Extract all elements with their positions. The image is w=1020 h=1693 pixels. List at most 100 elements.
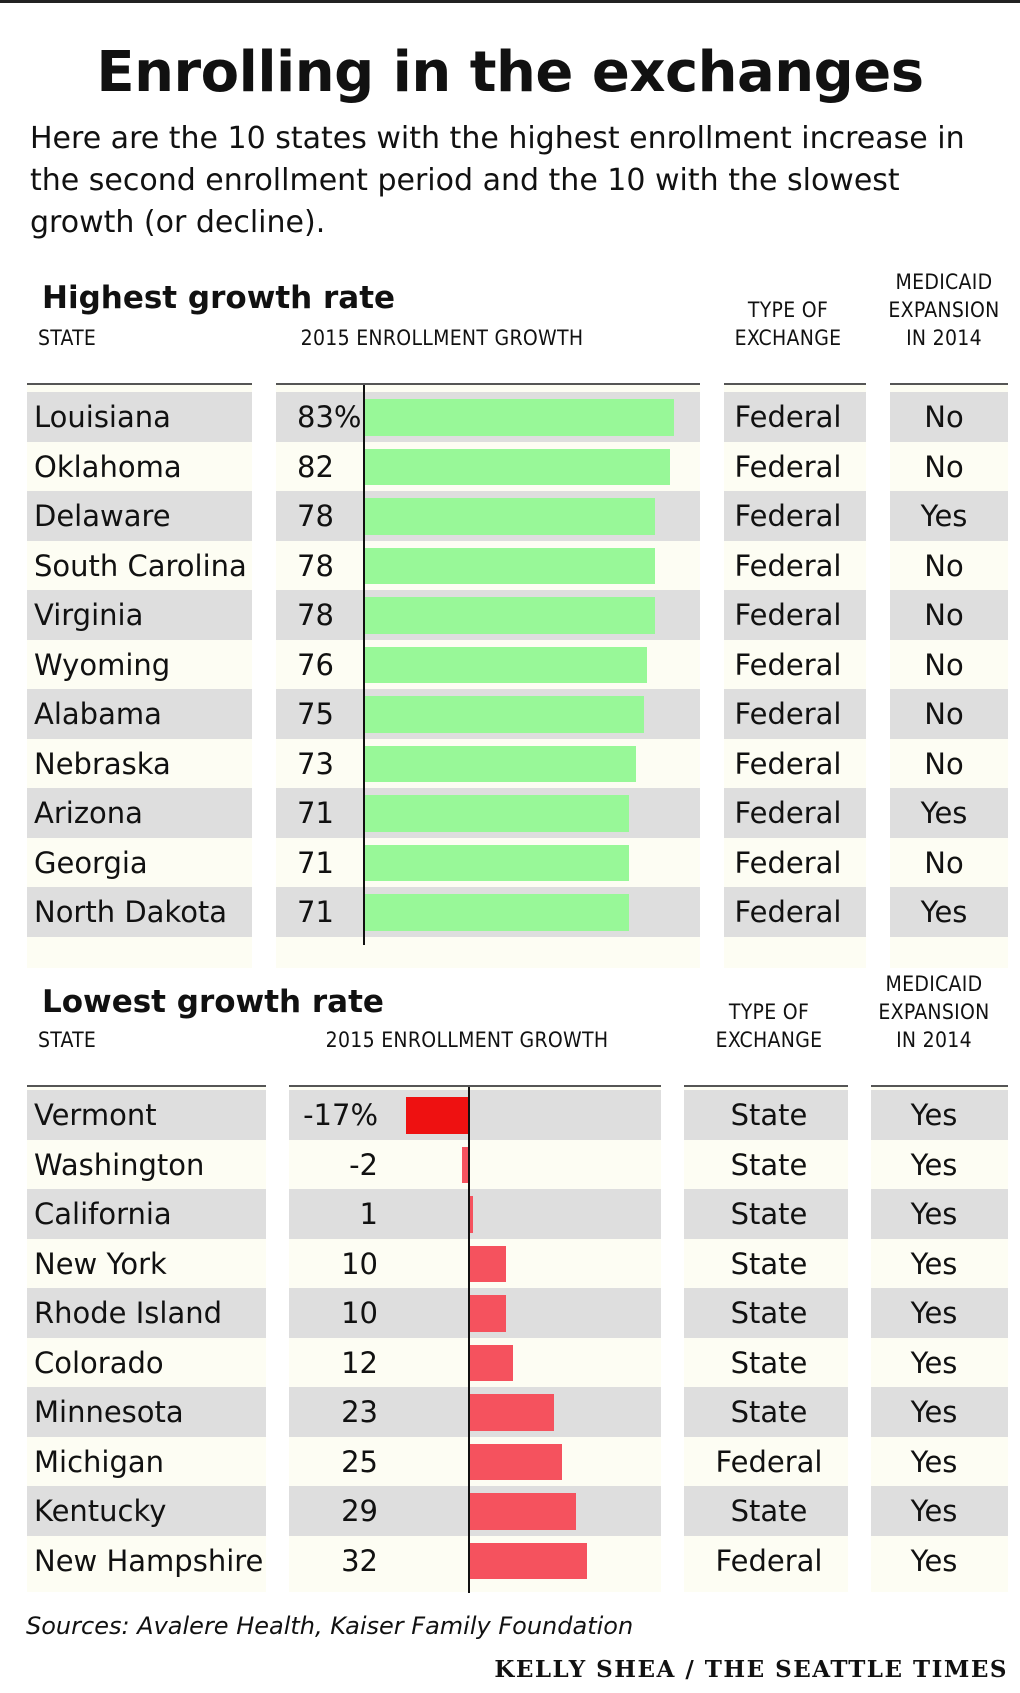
highest-column-exch [724,383,866,968]
lowest-header-rule-exch [684,1085,848,1087]
lowest-header-medicaid-line3: IN 2014 [896,1028,972,1052]
lowest-state-name: Washington [34,1147,205,1182]
highest-row-stripe [27,392,252,442]
lowest-header-medicaid-line2: EXPANSION [878,1000,990,1024]
highest-medicaid-expansion: No [924,647,964,682]
lowest-exchange-type: State [730,1147,808,1182]
lowest-growth-value: 29 [341,1494,378,1528]
highest-growth-value: 75 [297,697,334,731]
highest-row-stripe [27,590,252,640]
highest-bar [364,745,637,782]
highest-header-medicaid-line3: IN 2014 [906,326,982,350]
highest-row-stripe [724,887,866,937]
highest-header-growth: 2015 ENROLLMENT GROWTH [300,326,584,350]
lowest-header-growth: 2015 ENROLLMENT GROWTH [325,1028,609,1052]
highest-bar [364,844,629,881]
highest-growth-value: 83% [297,400,362,434]
highest-medicaid-expansion: No [924,449,964,484]
highest-bar [364,696,644,733]
highest-state-name: Georgia [34,845,148,880]
highest-bar [364,399,674,436]
lowest-medicaid-expansion: Yes [910,1395,958,1429]
highest-row-stripe [724,689,866,739]
highest-growth-value: 71 [297,796,334,830]
lowest-row-stripe [289,1090,661,1140]
lowest-header-exchange-line1: TYPE OF [728,1000,810,1024]
highest-column-state [27,383,252,968]
lowest-exchange-type: State [730,1246,808,1281]
highest-row-stripe [890,590,1008,640]
highest-exchange-type: Federal [734,598,842,632]
highest-medicaid-expansion: No [924,746,964,781]
lowest-growth-value: 1 [359,1197,378,1231]
highest-medicaid-expansion: No [924,548,964,583]
lowest-section-title: Lowest growth rate [42,984,384,1020]
highest-bar [364,448,670,485]
lowest-row-stripe [27,1090,266,1140]
lowest-exchange-type: State [730,1494,808,1528]
lowest-header-state: STATE [38,1028,97,1052]
highest-row-stripe [724,491,866,541]
lowest-bar [469,1245,506,1282]
lowest-state-name: California [34,1197,172,1231]
highest-bar [364,597,655,634]
lowest-row-stripe [871,1090,1008,1140]
chart-subtitle: Here are the 10 states with the highest … [30,121,965,240]
lowest-row-stripe [27,1486,266,1536]
lowest-medicaid-expansion: Yes [910,1147,958,1182]
lowest-bar [461,1146,469,1183]
lowest-medicaid-expansion: Yes [910,1345,958,1380]
highest-header-rule-exch [724,383,866,385]
lowest-growth-value: 10 [341,1296,378,1330]
highest-row-stripe [890,887,1008,937]
highest-section-title: Highest growth rate [42,280,396,316]
highest-state-name: Alabama [34,697,162,731]
lowest-state-name: New Hampshire [34,1543,264,1578]
highest-header-exchange-line1: TYPE OF [747,298,829,322]
chart-title: Enrolling in the exchanges [96,40,924,105]
lowest-state-name: Rhode Island [34,1296,223,1330]
lowest-bar [469,1295,506,1332]
highest-column-med [890,383,1008,968]
lowest-medicaid-expansion: Yes [910,1444,958,1479]
highest-header-exchange-line2: EXCHANGE [734,326,842,350]
lowest-zero-axis [468,1087,470,1593]
highest-row-stripe [27,887,252,937]
highest-row-stripe [890,491,1008,541]
highest-growth-value: 78 [297,598,334,632]
lowest-bar [469,1443,562,1480]
lowest-medicaid-expansion: Yes [910,1543,958,1578]
lowest-bar [469,1344,514,1381]
highest-zero-axis [363,385,365,945]
lowest-row-stripe [871,1288,1008,1338]
highest-exchange-type: Federal [734,697,842,731]
lowest-row-stripe [27,1288,266,1338]
highest-exchange-type: Federal [734,845,842,880]
highest-growth-value: 76 [297,647,334,682]
lowest-growth-value: 23 [341,1395,378,1429]
lowest-row-stripe [684,1189,848,1239]
lowest-medicaid-expansion: Yes [910,1494,958,1528]
sources-note: Sources: Avalere Health, Kaiser Family F… [26,1612,634,1640]
highest-medicaid-expansion: No [924,400,964,434]
highest-row-stripe [27,689,252,739]
credit-line: KELLY SHEA / THE SEATTLE TIMES [494,1656,1008,1683]
highest-state-name: Louisiana [34,400,171,434]
lowest-header-rule-med [871,1085,1008,1087]
highest-bar [364,894,629,931]
lowest-growth-value: 32 [341,1543,378,1578]
lowest-bar [469,1493,577,1530]
highest-header-rule-growth [276,383,700,385]
lowest-exchange-type: State [730,1098,808,1132]
lowest-state-name: Vermont [34,1098,157,1132]
highest-medicaid-expansion: No [924,697,964,731]
highest-exchange-type: Federal [734,400,842,434]
lowest-row-stripe [684,1090,848,1140]
highest-medicaid-expansion: No [924,598,964,632]
highest-state-name: Wyoming [34,647,171,682]
lowest-bar [469,1394,555,1431]
lowest-row-stripe [684,1486,848,1536]
lowest-exchange-type: State [730,1197,808,1231]
lowest-exchange-type: State [730,1395,808,1429]
lowest-growth-value: 12 [341,1345,378,1380]
